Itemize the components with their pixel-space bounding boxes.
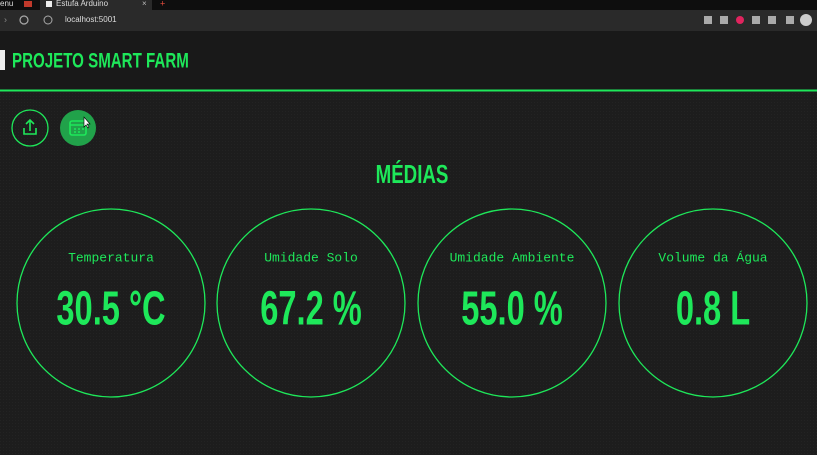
toolbar-icons	[704, 14, 812, 26]
button-fill[interactable]	[60, 110, 96, 146]
export-button[interactable]	[11, 109, 49, 147]
forward-button[interactable]: ›	[4, 14, 7, 24]
card-circle	[16, 208, 206, 398]
tab-strip	[0, 0, 817, 10]
toolbar-icon[interactable]	[768, 16, 776, 24]
address-bar	[0, 10, 817, 31]
header-title: PROJETO SMART FARM	[12, 48, 189, 72]
card-value: 67.2 %	[260, 281, 362, 335]
tab-close[interactable]: ×	[142, 0, 147, 8]
active-tab[interactable]	[40, 0, 152, 10]
tab-title[interactable]: Estufa Arduino	[56, 0, 109, 8]
url[interactable]: localhost:5001	[65, 15, 117, 24]
card-circle	[216, 208, 406, 398]
toolbar-icon[interactable]	[736, 16, 744, 24]
header-bar	[0, 31, 817, 90]
share-icon	[23, 118, 37, 135]
toolbar-icon[interactable]	[752, 16, 760, 24]
profile-avatar[interactable]	[800, 14, 812, 26]
logo	[0, 50, 5, 70]
card-label: Umidade Ambiente	[450, 250, 575, 265]
calendar-icon	[69, 120, 87, 136]
new-tab[interactable]: +	[160, 0, 165, 8]
button-outline[interactable]	[11, 109, 49, 147]
card-label: Umidade Solo	[264, 250, 358, 265]
card-circle	[618, 208, 808, 398]
card-value: 30.5 °C	[56, 281, 165, 335]
tab-icon	[24, 1, 32, 7]
toolbar-icon[interactable]	[720, 16, 728, 24]
tab-favicon	[46, 1, 52, 7]
card-value: 55.0 %	[461, 281, 563, 335]
card-value: 0.8 L	[676, 281, 750, 335]
toolbar-icon[interactable]	[704, 16, 712, 24]
cursor	[83, 116, 91, 129]
card-label: Volume da Água	[658, 250, 767, 265]
card-circle	[417, 208, 607, 398]
calendar-grid	[70, 124, 86, 133]
section-title: MÉDIAS	[376, 159, 449, 189]
toolbar-icon[interactable]	[786, 16, 794, 24]
site-info[interactable]	[43, 15, 53, 25]
calendar-button[interactable]	[60, 110, 96, 146]
card-label: Temperatura	[68, 250, 154, 265]
tab-title[interactable]: enu	[0, 0, 13, 8]
reload-button[interactable]	[19, 15, 29, 25]
